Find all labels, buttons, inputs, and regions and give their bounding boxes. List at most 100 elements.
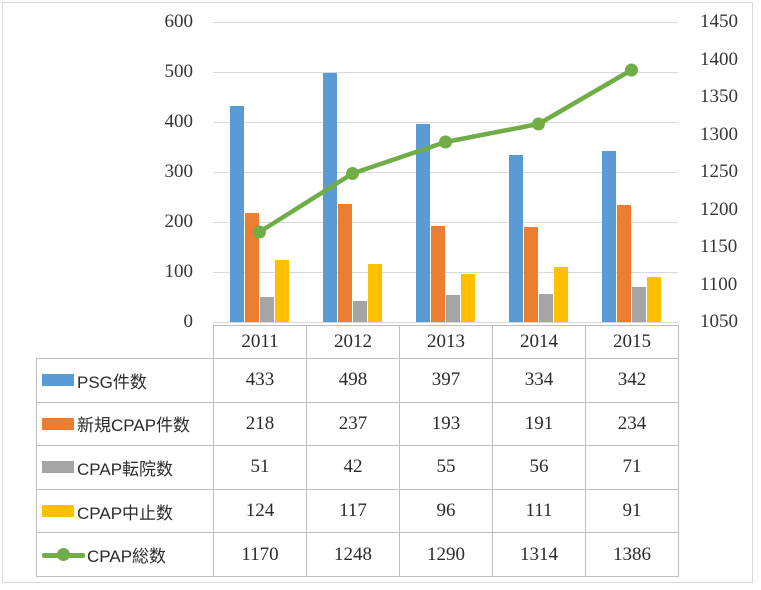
bar bbox=[244, 213, 259, 322]
bar bbox=[538, 294, 553, 322]
bar bbox=[274, 260, 289, 322]
value-cell: 397 bbox=[399, 358, 493, 403]
legend-swatch-icon bbox=[42, 374, 74, 387]
right-axis-tick-label: 1450 bbox=[700, 11, 738, 32]
left-axis-tick-label: 300 bbox=[164, 161, 194, 182]
value-cell: 218 bbox=[213, 401, 307, 447]
legend-series-label: CPAP転院数 bbox=[77, 459, 174, 479]
legend-series-label: 新規CPAP件数 bbox=[77, 416, 191, 436]
legend-series-label: CPAP総数 bbox=[87, 547, 167, 567]
legend-key: PSG件数 bbox=[37, 368, 213, 393]
line-key-marker bbox=[57, 547, 70, 561]
legend-cell: CPAP転院数 bbox=[36, 445, 214, 490]
bar bbox=[337, 203, 352, 322]
right-axis-tick-label: 1100 bbox=[700, 273, 738, 295]
gridline bbox=[213, 22, 678, 23]
legend-cell: CPAP総数 bbox=[36, 532, 214, 577]
value-cell: 1248 bbox=[306, 532, 400, 577]
bar bbox=[523, 226, 538, 322]
table-header-row: 2011 2012 2013 2014 2015 bbox=[37, 325, 679, 359]
value-cell: 498 bbox=[306, 358, 400, 403]
table-corner-empty bbox=[37, 326, 214, 359]
bar bbox=[229, 105, 244, 322]
data-table: 2011 2012 2013 2014 2015 PSG件数 433 498 397 334 342… bbox=[36, 325, 679, 577]
gridline bbox=[213, 122, 678, 123]
legend-cell: PSG件数 bbox=[36, 358, 214, 403]
bar bbox=[352, 301, 367, 322]
year-header-cell: 2013 bbox=[399, 325, 493, 359]
right-axis-tick-label: 1150 bbox=[700, 236, 738, 257]
bar bbox=[415, 123, 430, 322]
value-cell: 1314 bbox=[492, 532, 586, 577]
bar bbox=[259, 296, 274, 322]
left-axis-tick-label: 400 bbox=[164, 111, 194, 132]
right-axis-tick-label: 1400 bbox=[700, 48, 738, 70]
value-cell: 237 bbox=[306, 401, 400, 447]
bar bbox=[322, 73, 337, 322]
value-cell: 56 bbox=[492, 445, 586, 490]
value-cell: 193 bbox=[399, 401, 493, 447]
legend-swatch-icon bbox=[42, 461, 74, 474]
bar bbox=[646, 276, 661, 322]
legend-cell: 新規CPAP件数 bbox=[36, 401, 214, 447]
legend-series-label: CPAP中止数 bbox=[77, 503, 174, 523]
value-cell: 124 bbox=[213, 488, 307, 534]
left-axis-tick-label: 600 bbox=[164, 11, 194, 32]
legend-swatch-icon bbox=[42, 417, 74, 430]
value-cell: 433 bbox=[213, 358, 307, 403]
legend-cell: CPAP中止数 bbox=[36, 488, 214, 534]
left-axis-tick-label: 100 bbox=[164, 261, 194, 282]
left-axis-tick-label: 0 bbox=[183, 311, 194, 332]
bar bbox=[631, 286, 646, 322]
bar bbox=[460, 274, 475, 322]
year-header-cell: 2012 bbox=[306, 325, 400, 359]
bar bbox=[601, 151, 616, 322]
legend-line-key-icon bbox=[42, 547, 85, 562]
value-cell: 71 bbox=[585, 445, 679, 490]
table-row: CPAP転院数 51 42 55 56 71 bbox=[36, 445, 679, 490]
table-row: PSG件数 433 498 397 334 342 bbox=[36, 358, 679, 403]
legend-swatch-icon bbox=[42, 505, 74, 518]
table-row: CPAP中止数 124 117 96 111 91 bbox=[36, 488, 679, 534]
legend-key: CPAP転院数 bbox=[37, 455, 213, 480]
value-cell: 342 bbox=[585, 358, 679, 403]
value-cell: 234 bbox=[585, 401, 679, 447]
right-axis-tick-label: 1050 bbox=[700, 311, 738, 332]
legend-key: CPAP総数 bbox=[37, 542, 213, 567]
value-cell: 51 bbox=[213, 445, 307, 490]
value-cell: 96 bbox=[399, 488, 493, 534]
value-cell: 117 bbox=[306, 488, 400, 534]
table-row: CPAP総数 1170 1248 1290 1314 1386 bbox=[36, 532, 679, 577]
value-cell: 111 bbox=[492, 488, 586, 534]
bar bbox=[553, 266, 568, 322]
left-axis-tick-label: 200 bbox=[164, 211, 194, 232]
value-cell: 334 bbox=[492, 358, 586, 403]
right-axis-tick-label: 1200 bbox=[700, 198, 738, 220]
table-row: 新規CPAP件数 218 237 193 191 234 bbox=[36, 401, 679, 447]
legend-key: 新規CPAP件数 bbox=[37, 411, 213, 436]
year-header-cell: 2014 bbox=[492, 325, 586, 359]
value-cell: 1290 bbox=[399, 532, 493, 577]
right-axis-tick-label: 1250 bbox=[700, 161, 738, 182]
bar bbox=[367, 263, 382, 322]
gridline bbox=[213, 322, 678, 323]
year-header-cell: 2015 bbox=[585, 325, 679, 359]
value-cell: 1170 bbox=[213, 532, 307, 577]
value-cell: 55 bbox=[399, 445, 493, 490]
right-axis-tick-label: 1300 bbox=[700, 123, 738, 145]
value-cell: 91 bbox=[585, 488, 679, 534]
legend-series-label: PSG件数 bbox=[77, 372, 147, 392]
year-header-cell: 2011 bbox=[213, 325, 307, 359]
gridline bbox=[213, 272, 678, 273]
gridline bbox=[213, 72, 678, 73]
bar bbox=[445, 294, 460, 322]
right-axis-tick-label: 1350 bbox=[700, 86, 738, 107]
bar bbox=[508, 155, 523, 322]
value-cell: 42 bbox=[306, 445, 400, 490]
bar bbox=[430, 225, 445, 322]
legend-key: CPAP中止数 bbox=[37, 499, 213, 524]
bar bbox=[616, 205, 631, 322]
value-cell: 191 bbox=[492, 401, 586, 447]
value-cell: 1386 bbox=[585, 532, 679, 577]
